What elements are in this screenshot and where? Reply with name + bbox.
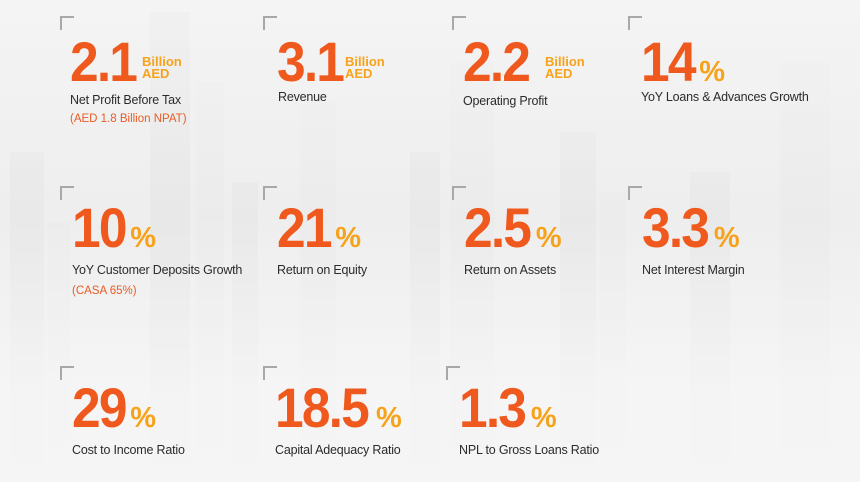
percent-sign: % bbox=[530, 402, 557, 434]
metric-label: Net Interest Margin bbox=[642, 263, 745, 277]
metric-label: YoY Loans & Advances Growth bbox=[641, 90, 809, 104]
percent-sign: % bbox=[376, 402, 402, 434]
metric-unit-billion: Billion bbox=[345, 54, 385, 69]
metric-value: 2.5 bbox=[464, 196, 532, 259]
metric-value: 21 bbox=[277, 196, 332, 259]
metric-value: 29 bbox=[72, 376, 127, 439]
metric-unit-aed: AED bbox=[345, 66, 373, 81]
corner-marker bbox=[452, 186, 466, 200]
metric-value: 2.1 bbox=[70, 30, 138, 93]
metric-label: YoY Customer Deposits Growth bbox=[72, 263, 243, 277]
metric-label: Operating Profit bbox=[463, 94, 548, 108]
metric-label: Revenue bbox=[278, 90, 327, 104]
corner-marker bbox=[263, 16, 277, 30]
corner-marker bbox=[446, 366, 460, 380]
metric-label: Return on Assets bbox=[464, 263, 556, 277]
percent-sign: % bbox=[130, 402, 157, 434]
metric-label: Cost to Income Ratio bbox=[72, 443, 185, 457]
metric-value: 3.3 bbox=[642, 196, 710, 259]
metric-unit-aed: AED bbox=[545, 66, 573, 81]
metric-value: 10 bbox=[72, 196, 127, 259]
metric-value: 2.2 bbox=[463, 30, 531, 93]
metric-value: 3.1 bbox=[277, 30, 345, 93]
corner-marker bbox=[60, 186, 74, 200]
metric-value: 14 bbox=[641, 30, 696, 93]
percent-sign: % bbox=[335, 222, 362, 254]
metric-value: 1.3 bbox=[459, 376, 527, 439]
metric-label: Net Profit Before Tax bbox=[70, 93, 181, 107]
corner-marker bbox=[628, 186, 642, 200]
percent-sign: % bbox=[699, 56, 726, 88]
corner-marker bbox=[263, 366, 277, 380]
metric-note: (CASA 65%) bbox=[72, 285, 137, 297]
corner-marker bbox=[628, 16, 642, 30]
metric-value: 18.5 bbox=[275, 376, 370, 439]
metric-unit-billion: Billion bbox=[142, 54, 182, 69]
percent-sign: % bbox=[130, 222, 157, 254]
metric-label: NPL to Gross Loans Ratio bbox=[459, 443, 599, 457]
percent-sign: % bbox=[535, 222, 562, 254]
corner-marker bbox=[263, 186, 277, 200]
metric-label: Capital Adequacy Ratio bbox=[275, 443, 401, 457]
metric-note: (AED 1.8 Billion NPAT) bbox=[70, 113, 187, 125]
corner-marker bbox=[60, 366, 74, 380]
corner-marker bbox=[452, 16, 466, 30]
corner-marker bbox=[60, 16, 74, 30]
metric-unit-billion: Billion bbox=[545, 54, 585, 69]
metric-label: Return on Equity bbox=[277, 263, 367, 277]
percent-sign: % bbox=[713, 222, 740, 254]
metric-unit-aed: AED bbox=[142, 66, 170, 81]
